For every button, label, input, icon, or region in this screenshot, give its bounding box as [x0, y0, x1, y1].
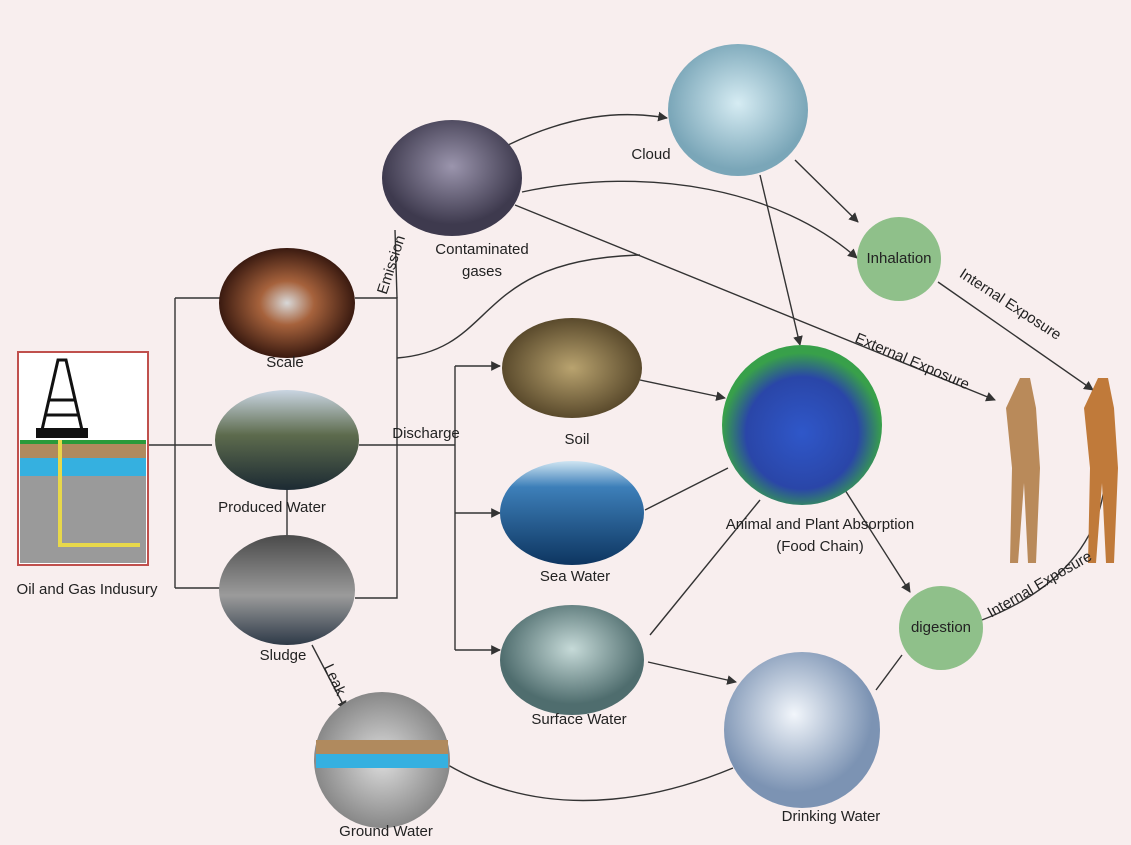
- diagram: Oil and Gas Indusury Scale Produced Water S…: [0, 0, 1131, 845]
- node-label: Scale: [266, 354, 304, 371]
- node-label: Contaminated: [435, 241, 528, 258]
- node-label: gases: [462, 263, 502, 280]
- node-label: Inhalation: [866, 250, 931, 267]
- industry-icon: [18, 352, 148, 565]
- edge-label: Discharge: [392, 425, 460, 442]
- node-label: Sludge: [260, 647, 307, 664]
- node-label: Sea Water: [540, 568, 610, 585]
- node-label: Animal and Plant Absorption: [726, 516, 914, 533]
- node-label: Drinking Water: [782, 808, 881, 825]
- node-label: Cloud: [631, 146, 670, 163]
- node-label: Ground Water: [339, 823, 433, 840]
- node-label: Oil and Gas Indusury: [17, 581, 158, 598]
- node-label: (Food Chain): [776, 538, 864, 555]
- node-label: Surface Water: [531, 711, 626, 728]
- node-label: Produced Water: [218, 499, 326, 516]
- node-label: Soil: [564, 431, 589, 448]
- node-label: digestion: [911, 619, 971, 636]
